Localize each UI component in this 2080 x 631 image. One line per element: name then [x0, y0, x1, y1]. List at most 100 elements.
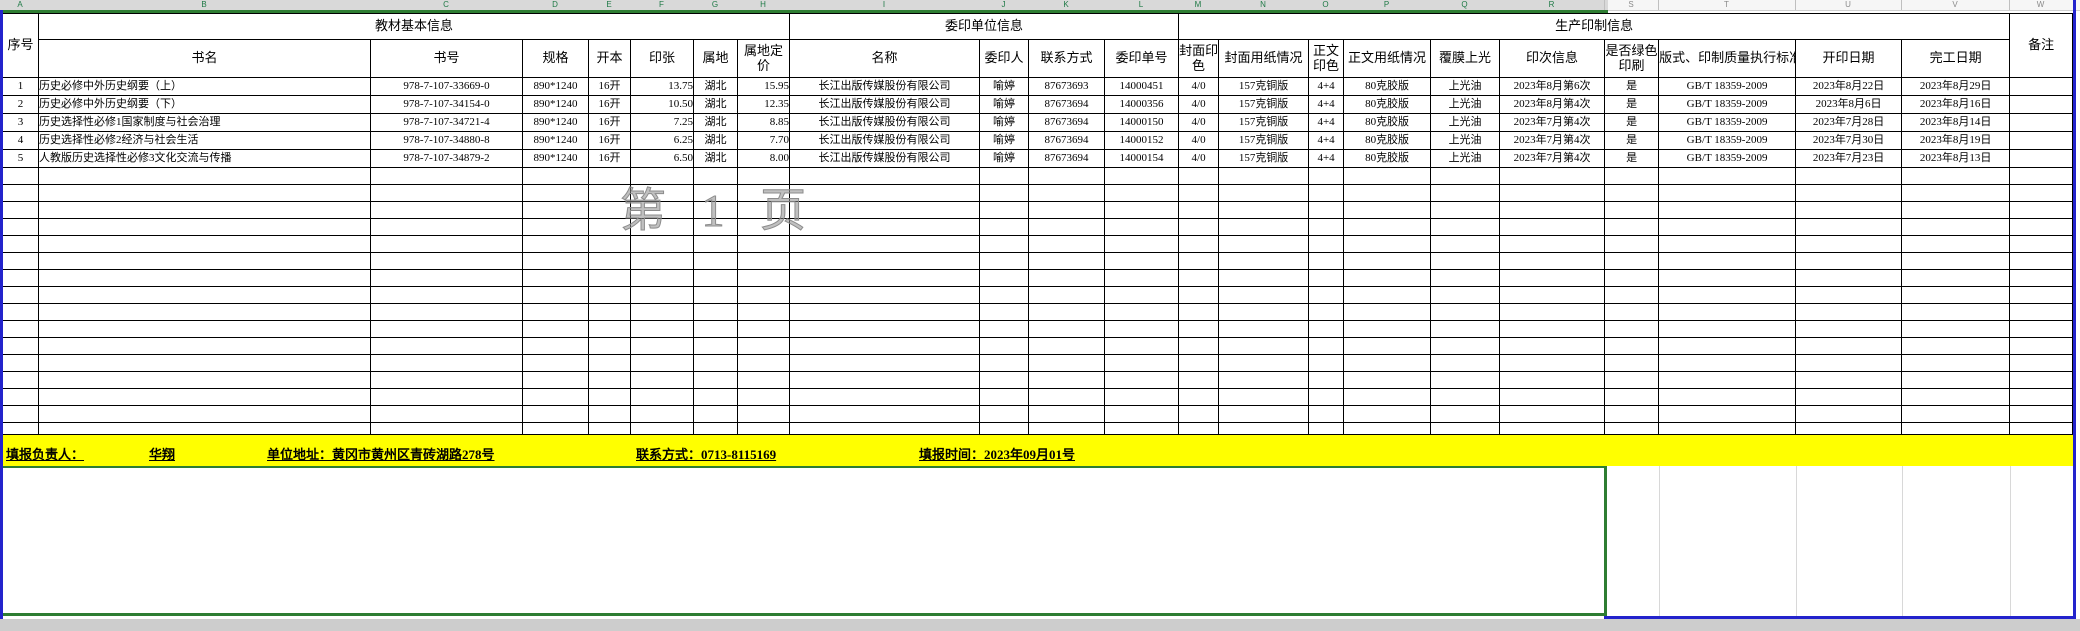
- table-cell[interactable]: [38, 320, 371, 338]
- table-cell[interactable]: [1104, 337, 1180, 355]
- table-cell[interactable]: [1178, 388, 1220, 406]
- sub-header-cell[interactable]: 委印单号: [1104, 39, 1180, 78]
- table-cell[interactable]: 978-7-107-34880-8: [370, 131, 523, 150]
- sub-header-cell[interactable]: 印张: [630, 39, 694, 78]
- table-cell[interactable]: [2009, 337, 2074, 355]
- table-cell[interactable]: [736, 286, 791, 304]
- table-cell[interactable]: [1308, 388, 1345, 406]
- table-cell[interactable]: [370, 235, 523, 253]
- table-cell[interactable]: [1104, 201, 1180, 219]
- table-cell[interactable]: [2009, 252, 2074, 270]
- table-cell[interactable]: [1604, 320, 1660, 338]
- table-cell[interactable]: 80克胶版: [1343, 113, 1432, 132]
- table-cell[interactable]: 8.85: [736, 113, 791, 132]
- table-cell[interactable]: [1178, 337, 1220, 355]
- table-cell[interactable]: [588, 354, 631, 372]
- table-cell[interactable]: [1658, 405, 1797, 423]
- table-cell[interactable]: [693, 388, 738, 406]
- table-cell[interactable]: [522, 388, 589, 406]
- table-cell[interactable]: [370, 303, 523, 321]
- table-cell[interactable]: [1901, 184, 2011, 202]
- table-cell[interactable]: [1218, 252, 1310, 270]
- column-header-letter[interactable]: E: [606, 0, 612, 9]
- page-break-line-right[interactable]: [2073, 0, 2076, 619]
- table-cell[interactable]: [979, 320, 1030, 338]
- table-cell[interactable]: [1604, 371, 1660, 389]
- table-cell[interactable]: [979, 337, 1030, 355]
- table-cell[interactable]: [1795, 252, 1903, 270]
- table-cell[interactable]: 4+4: [1308, 149, 1345, 168]
- table-cell[interactable]: 14000451: [1104, 77, 1180, 96]
- table-cell[interactable]: [1604, 269, 1660, 287]
- column-header-letter[interactable]: V: [1952, 0, 1958, 9]
- table-cell[interactable]: 2023年8月16日: [1901, 95, 2011, 114]
- table-cell[interactable]: [2, 167, 39, 185]
- table-cell[interactable]: 4/0: [1178, 113, 1220, 132]
- table-cell[interactable]: [588, 337, 631, 355]
- table-cell[interactable]: 890*1240: [522, 95, 589, 114]
- table-cell[interactable]: [588, 371, 631, 389]
- table-cell[interactable]: [979, 388, 1030, 406]
- table-cell[interactable]: [736, 371, 791, 389]
- table-cell[interactable]: 2: [2, 95, 39, 114]
- table-cell[interactable]: [1104, 405, 1180, 423]
- table-cell[interactable]: [1430, 320, 1501, 338]
- table-cell[interactable]: [2, 337, 39, 355]
- table-cell[interactable]: [370, 286, 523, 304]
- table-cell[interactable]: [1028, 167, 1106, 185]
- table-cell[interactable]: [2009, 388, 2074, 406]
- table-cell[interactable]: [1028, 303, 1106, 321]
- column-header-letter[interactable]: U: [1845, 0, 1851, 9]
- table-cell[interactable]: [789, 286, 981, 304]
- table-cell[interactable]: 16开: [588, 95, 631, 114]
- table-cell[interactable]: [1604, 303, 1660, 321]
- table-cell[interactable]: [370, 201, 523, 219]
- table-cell[interactable]: 4+4: [1308, 95, 1345, 114]
- table-cell[interactable]: 2023年8月19日: [1901, 131, 2011, 150]
- table-cell[interactable]: [1430, 269, 1501, 287]
- table-cell[interactable]: 2023年8月14日: [1901, 113, 2011, 132]
- table-cell[interactable]: 12.35: [736, 95, 791, 114]
- table-cell[interactable]: 87673694: [1028, 113, 1106, 132]
- table-cell[interactable]: [2, 354, 39, 372]
- table-cell[interactable]: 2023年8月第4次: [1499, 95, 1606, 114]
- table-cell[interactable]: [1343, 269, 1432, 287]
- page-break-line-bottom[interactable]: [1604, 616, 2076, 619]
- table-cell[interactable]: [630, 388, 694, 406]
- table-cell[interactable]: [736, 354, 791, 372]
- table-cell[interactable]: [1343, 184, 1432, 202]
- table-cell[interactable]: [1901, 252, 2011, 270]
- table-cell[interactable]: 长江出版传媒股份有限公司: [789, 95, 981, 114]
- table-cell[interactable]: [370, 218, 523, 236]
- table-cell[interactable]: [789, 252, 981, 270]
- table-cell[interactable]: 80克胶版: [1343, 77, 1432, 96]
- table-cell[interactable]: [979, 286, 1030, 304]
- table-cell[interactable]: [1499, 337, 1606, 355]
- table-cell[interactable]: [1430, 218, 1501, 236]
- table-cell[interactable]: [1604, 167, 1660, 185]
- table-cell[interactable]: [370, 167, 523, 185]
- table-cell[interactable]: 80克胶版: [1343, 131, 1432, 150]
- table-cell[interactable]: [1104, 184, 1180, 202]
- table-cell[interactable]: 6.50: [630, 149, 694, 168]
- table-cell[interactable]: 喻婷: [979, 149, 1030, 168]
- table-cell[interactable]: [2, 388, 39, 406]
- table-cell[interactable]: [1795, 405, 1903, 423]
- table-cell[interactable]: [1343, 201, 1432, 219]
- table-cell[interactable]: 3: [2, 113, 39, 132]
- table-cell[interactable]: [370, 354, 523, 372]
- table-cell[interactable]: 是: [1604, 113, 1660, 132]
- table-cell[interactable]: [1795, 320, 1903, 338]
- table-cell[interactable]: [1795, 184, 1903, 202]
- table-cell[interactable]: [522, 218, 589, 236]
- table-cell[interactable]: [1604, 286, 1660, 304]
- table-cell[interactable]: [693, 252, 738, 270]
- table-cell[interactable]: [1901, 286, 2011, 304]
- column-header-letter[interactable]: L: [1138, 0, 1144, 9]
- table-cell[interactable]: [789, 167, 981, 185]
- table-cell[interactable]: [1104, 167, 1180, 185]
- table-cell[interactable]: [1658, 252, 1797, 270]
- table-cell[interactable]: [2009, 218, 2074, 236]
- table-cell[interactable]: 上光油: [1430, 113, 1501, 132]
- table-cell[interactable]: 上光油: [1430, 131, 1501, 150]
